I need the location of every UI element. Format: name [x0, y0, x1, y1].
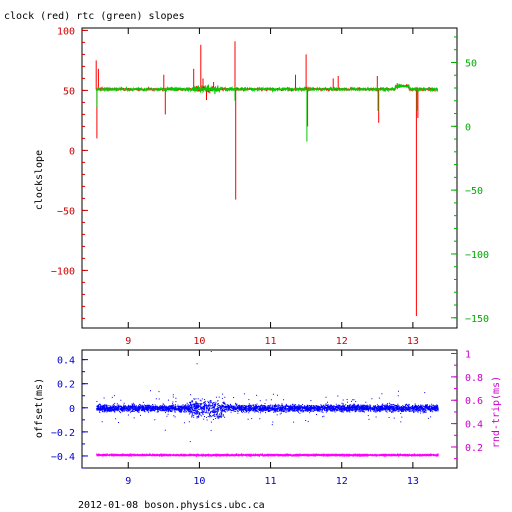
- slopes-left-tick-label: −100: [51, 266, 75, 277]
- slopes-right-tick-label: 0: [465, 122, 471, 133]
- offset-series: [96, 351, 439, 443]
- rnd-trip-right-tick-label: 0.2: [465, 443, 483, 454]
- chart-title: clock (red) rtc (green) slopes: [4, 11, 185, 22]
- rnd-trip-right-tick-label: 0.8: [465, 373, 483, 384]
- rnd-trip-points: [96, 453, 439, 457]
- offset-x-tick-label: 11: [265, 476, 277, 487]
- slopes-left-tick-label: 0: [69, 146, 75, 157]
- slopes-x-tick-label: 13: [407, 336, 419, 347]
- slopes-left-tick-label: −50: [57, 206, 75, 217]
- rtc-slope-series: [95, 83, 439, 142]
- offset-x-tick-label: 9: [125, 476, 131, 487]
- offset-left-tick-label: 0.4: [57, 356, 75, 367]
- offset-left-tick-label: 0.2: [57, 380, 75, 391]
- slopes-plot: 100 50 0 −50 −100 50 0 −50 −100 −150 9 10 11 12 13 c…: [34, 26, 489, 347]
- rnd-trip-right-tick-label: 0.4: [465, 420, 483, 431]
- slopes-x-tick-label: 10: [193, 336, 205, 347]
- rnd-trip-right-tick-label: 0.6: [465, 396, 483, 407]
- footer-caption: 2012-01-08 boson.physics.ubc.ca: [78, 500, 265, 511]
- offset-left-tick-label: −0.4: [51, 452, 75, 463]
- slopes-plot-frame: [81, 27, 458, 329]
- rnd-trip-y-axis-label: rnd-trip(ms): [491, 376, 502, 448]
- slopes-x-tick-label: 11: [265, 336, 277, 347]
- offset-x-tick-label: 13: [407, 476, 419, 487]
- slopes-right-tick-label: −50: [465, 186, 483, 197]
- offset-right-axis: 0.2 0.4 0.6 0.8 1: [451, 350, 483, 460]
- slopes-x-axis: 9 10 11 12 13: [125, 28, 419, 347]
- slopes-left-axis: 100 50 0 −50 −100: [51, 26, 88, 319]
- offset-plot: 0.40.20−0.2−0.4 0.20.40.60.81 9 10 11 12 13 …: [34, 349, 502, 487]
- offset-x-axis: 9 10 11 12 13: [125, 350, 419, 487]
- offset-y-axis-label: offset(ms): [34, 378, 45, 438]
- offset-points: [96, 351, 439, 443]
- slopes-left-tick-label: 50: [63, 86, 75, 97]
- rnd-trip-series: [96, 453, 439, 457]
- slopes-right-tick-label: −100: [465, 250, 489, 261]
- offset-plot-frame: [81, 349, 458, 469]
- rnd-trip-right-tick-label: 1: [465, 350, 471, 361]
- slopes-right-tick-label: −150: [465, 314, 489, 325]
- offset-left-axis: 0.4 0.2 0 −0.2 −0.4: [51, 356, 88, 469]
- offset-left-tick-label: −0.2: [51, 428, 75, 439]
- slopes-left-tick-label: 100: [57, 26, 75, 37]
- offset-x-tick-label: 10: [193, 476, 205, 487]
- rtc-slope-trace: [95, 83, 439, 95]
- slopes-right-tick-label: 50: [465, 58, 477, 69]
- offset-left-tick-label: 0: [69, 404, 75, 415]
- slopes-x-tick-label: 12: [336, 336, 348, 347]
- slopes-y-axis-label: clockslope: [34, 150, 45, 210]
- slopes-x-tick-label: 9: [125, 336, 131, 347]
- slopes-right-axis: 50 0 −50 −100 −150: [451, 36, 489, 325]
- offset-x-tick-label: 12: [336, 476, 348, 487]
- clock-slope-series: [95, 41, 438, 316]
